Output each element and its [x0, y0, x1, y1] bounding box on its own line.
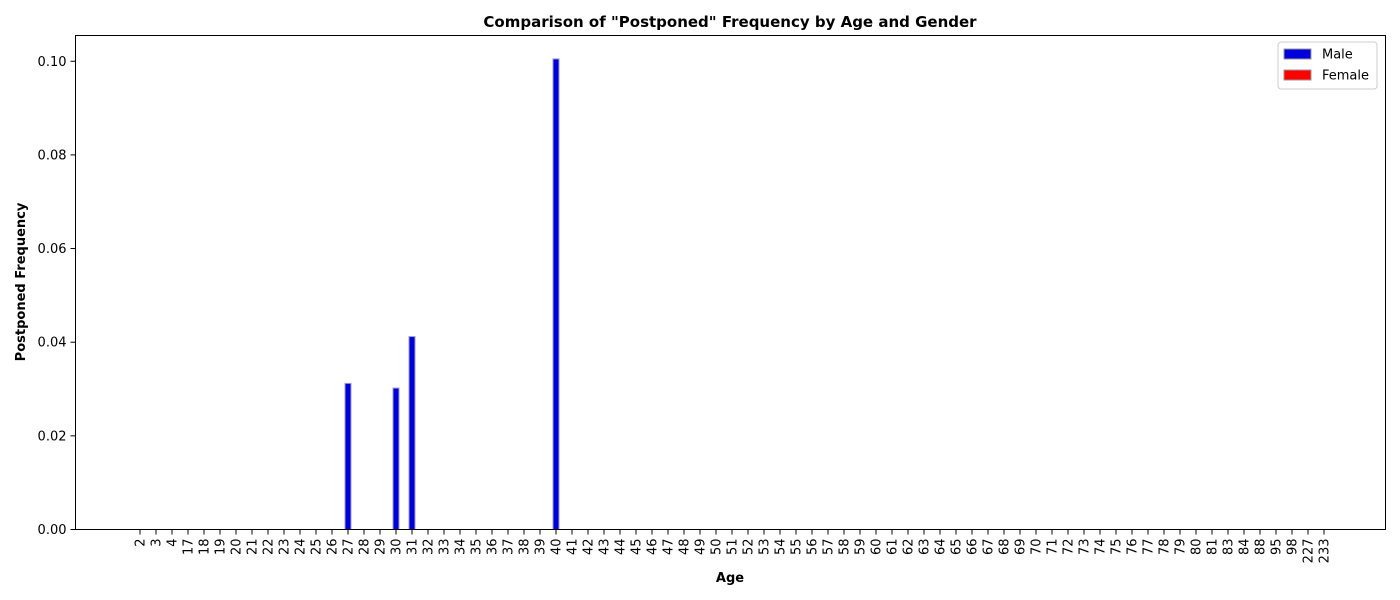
x-tick-label: 63	[918, 539, 933, 556]
x-tick-label: 72	[1062, 539, 1077, 556]
x-tick-label: 25	[310, 539, 325, 556]
x-tick-label: 53	[758, 539, 773, 556]
x-tick-label: 26	[326, 539, 341, 556]
x-tick-label: 29	[374, 539, 389, 556]
y-axis: 0.00 0.02 0.04 0.06 0.08 0.10	[38, 55, 76, 538]
x-tick-label: 23	[278, 539, 293, 556]
x-tick-label: 50	[710, 539, 725, 556]
x-tick-label: 61	[886, 539, 901, 556]
x-tick-label: 40	[550, 539, 565, 556]
x-tick-label: 51	[726, 539, 741, 556]
x-tick-label: 70	[1030, 539, 1045, 556]
x-tick-label: 17	[182, 539, 197, 556]
x-tick-label: 32	[422, 539, 437, 556]
x-tick-label: 75	[1110, 539, 1125, 556]
x-tick-label: 95	[1270, 539, 1285, 556]
x-tick-label: 55	[790, 539, 805, 556]
x-tick-label: 49	[694, 539, 709, 556]
x-tick-label: 27	[342, 539, 357, 556]
x-tick-label: 98	[1286, 539, 1301, 556]
x-tick-label: 76	[1126, 539, 1141, 556]
x-tick-label: 73	[1078, 539, 1093, 556]
x-tick-label: 31	[406, 539, 421, 556]
x-tick-label: 34	[454, 539, 469, 556]
x-tick-label: 56	[806, 539, 821, 556]
x-tick-label: 233	[1318, 539, 1333, 564]
legend: Male Female	[1277, 41, 1378, 90]
y-tick-label: 0.10	[38, 55, 67, 70]
x-tick-label: 84	[1238, 539, 1253, 556]
chart-title: Comparison of "Postponed" Frequency by A…	[483, 13, 977, 31]
x-tick-label: 42	[582, 539, 597, 556]
x-tick-label: 33	[438, 539, 453, 556]
x-tick-label: 24	[294, 539, 309, 556]
x-tick-label: 45	[630, 539, 645, 556]
x-tick-label: 74	[1094, 539, 1109, 556]
x-tick-label: 59	[854, 539, 869, 556]
x-tick-label: 48	[678, 539, 693, 556]
x-tick-label: 19	[214, 539, 229, 556]
y-tick-label: 0.00	[38, 523, 67, 538]
x-tick-label: 4	[166, 539, 181, 547]
x-tick-label: 39	[534, 539, 549, 556]
x-tick-label: 66	[966, 539, 981, 556]
x-tick-label: 28	[358, 539, 373, 556]
x-tick-label: 60	[870, 539, 885, 556]
x-tick-label: 57	[822, 539, 837, 556]
x-tick-label: 47	[662, 539, 677, 556]
x-axis: 2 3 4 17 18 19 20 21 22 23 24 25 26 27 28 29 30 31 32 33 34 3…	[134, 529, 1333, 564]
x-tick-label: 58	[838, 539, 853, 556]
x-tick-label: 46	[646, 539, 661, 556]
x-tick-label: 80	[1190, 539, 1205, 556]
x-tick-label: 68	[998, 539, 1013, 556]
legend-label-female: Female	[1322, 69, 1369, 84]
x-tick-label: 62	[902, 539, 917, 556]
bar-male-age-40	[552, 58, 560, 530]
x-axis-label: Age	[716, 571, 744, 586]
legend-label-male: Male	[1322, 48, 1353, 63]
bar-male-age-30	[392, 387, 400, 530]
plot-frame	[75, 35, 1386, 530]
x-tick-label: 52	[742, 539, 757, 556]
legend-swatch-female	[1283, 69, 1312, 81]
y-tick-label: 0.04	[38, 336, 67, 351]
y-tick-label: 0.06	[38, 242, 67, 257]
bar-male-age-27	[344, 382, 352, 530]
x-tick-label: 37	[502, 539, 517, 556]
x-tick-label: 41	[566, 539, 581, 556]
x-tick-label: 54	[774, 539, 789, 556]
legend-swatch-male	[1283, 48, 1312, 60]
bar-male-age-31	[408, 336, 416, 530]
x-tick-label: 18	[198, 539, 213, 556]
x-tick-label: 43	[598, 539, 613, 556]
x-tick-label: 38	[518, 539, 533, 556]
x-tick-label: 35	[470, 539, 485, 556]
y-tick-label: 0.02	[38, 429, 67, 444]
x-tick-label: 2	[134, 539, 149, 547]
x-tick-label: 227	[1302, 539, 1317, 564]
x-tick-label: 20	[230, 539, 245, 556]
x-tick-label: 77	[1142, 539, 1157, 556]
x-tick-label: 88	[1254, 539, 1269, 556]
x-tick-label: 81	[1206, 539, 1221, 556]
x-tick-label: 71	[1046, 539, 1061, 556]
x-tick-label: 79	[1174, 539, 1189, 556]
y-tick-label: 0.08	[38, 148, 67, 163]
x-tick-label: 65	[950, 539, 965, 556]
x-tick-label: 69	[1014, 539, 1029, 556]
x-tick-label: 64	[934, 539, 949, 556]
x-tick-label: 21	[246, 539, 261, 556]
bars-layer	[344, 58, 560, 530]
y-axis-label: Postponed Frequency	[14, 202, 29, 361]
x-tick-label: 22	[262, 539, 277, 556]
x-tick-label: 36	[486, 539, 501, 556]
x-tick-label: 30	[390, 539, 405, 556]
x-tick-label: 78	[1158, 539, 1173, 556]
x-tick-label: 44	[614, 539, 629, 556]
x-tick-label: 3	[150, 539, 165, 547]
x-tick-label: 67	[982, 539, 997, 556]
x-tick-label: 83	[1222, 539, 1237, 556]
